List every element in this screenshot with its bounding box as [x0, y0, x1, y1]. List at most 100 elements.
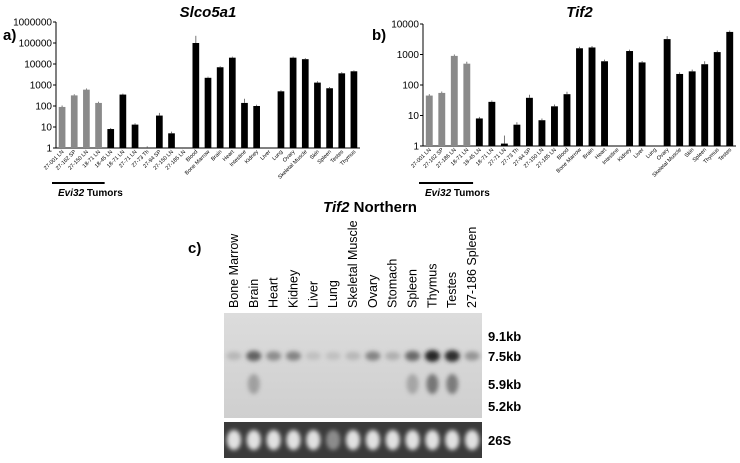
- band-7-5kb: [345, 351, 361, 361]
- band-7-5kb: [464, 351, 480, 361]
- bar: [156, 115, 163, 148]
- bar: [119, 94, 127, 148]
- bar: [326, 88, 333, 148]
- bar: [626, 51, 634, 146]
- y-tick-label: 10: [408, 111, 420, 122]
- x-tick-label: Liver: [633, 147, 646, 160]
- band-7-5kb: [385, 351, 401, 361]
- bar: [551, 106, 558, 146]
- size-marker: 5.9kb: [488, 377, 521, 392]
- x-tick-label: Kidney: [244, 149, 260, 165]
- band-26s: [385, 430, 400, 450]
- bar: [143, 148, 151, 149]
- bar: [289, 57, 297, 148]
- lane-label: Heart: [267, 277, 281, 308]
- y-tick-label: 1: [413, 142, 419, 153]
- band-smear: [426, 374, 439, 394]
- bar: [450, 55, 458, 147]
- x-tick-label: Brain: [210, 149, 223, 162]
- band-26s: [326, 430, 341, 450]
- x-tick-label: Liver: [260, 149, 273, 162]
- bar: [638, 62, 646, 146]
- band-26s: [246, 430, 261, 450]
- x-tick-label: Kidney: [617, 147, 633, 163]
- band-26s: [266, 430, 281, 450]
- bar: [241, 102, 248, 148]
- x-tick-label: Testes: [718, 147, 734, 163]
- x-tick-label: Spleen: [317, 149, 333, 165]
- lane-label: Brain: [247, 279, 261, 308]
- group-label: Evi32 Tumors: [425, 188, 490, 199]
- bar: [701, 64, 709, 146]
- bar: [58, 106, 66, 148]
- size-marker: 9.1kb: [488, 329, 521, 344]
- bar: [538, 120, 546, 146]
- band-26s: [405, 430, 420, 450]
- bar: [253, 106, 260, 148]
- bar: [601, 61, 608, 146]
- bar: [726, 31, 734, 146]
- bar: [338, 73, 346, 148]
- y-tick-label: 1000000: [13, 18, 52, 29]
- band-26s: [365, 430, 380, 450]
- bar: [576, 48, 583, 147]
- bar: [525, 97, 533, 146]
- x-tick-label: Brain: [582, 147, 595, 160]
- lane-label: Skeletal Muscle: [346, 220, 360, 308]
- y-tick-label: 100: [35, 102, 52, 113]
- band-26s: [226, 430, 242, 450]
- size-marker: 7.5kb: [488, 349, 521, 364]
- panel-label-a: a): [3, 27, 16, 44]
- band-smear: [446, 374, 459, 394]
- band-7-5kb: [305, 351, 321, 361]
- lane-label: Bone Marrow: [227, 233, 241, 308]
- bar: [131, 124, 139, 148]
- loading-control-label: 26S: [488, 433, 511, 448]
- band-7-5kb: [285, 351, 302, 361]
- band-7-5kb: [266, 351, 282, 361]
- band-26s: [464, 430, 480, 450]
- bar: [588, 47, 596, 146]
- bar: [350, 71, 358, 148]
- northern-title-gene: Tif2: [323, 199, 350, 216]
- x-tick-label: Skin: [309, 149, 321, 161]
- bar: [70, 95, 78, 148]
- bar: [192, 43, 200, 148]
- group-label: Evi32 Tumors: [58, 188, 123, 199]
- band-7-5kb: [424, 350, 440, 362]
- y-tick-label: 1000: [30, 81, 53, 92]
- bar: [83, 89, 90, 148]
- x-tick-label: Skin: [684, 147, 696, 159]
- lane-label: Testes: [445, 272, 459, 308]
- group-label-gene: Evi32: [58, 188, 85, 199]
- group-label-suffix: Tumors: [451, 188, 490, 199]
- bar: [663, 39, 671, 146]
- y-tick-label: 100: [402, 81, 419, 92]
- band-7-5kb: [404, 350, 421, 362]
- bar: [216, 67, 224, 148]
- bar: [425, 95, 433, 146]
- bar: [563, 94, 571, 146]
- y-tick-label: 10000: [391, 20, 419, 31]
- bar: [95, 102, 102, 148]
- bar: [713, 52, 721, 146]
- bar: [228, 57, 236, 148]
- y-tick-label: 100000: [19, 39, 53, 50]
- lane-label: Thymus: [425, 264, 439, 308]
- band-26s: [425, 430, 440, 450]
- group-label-suffix: Tumors: [84, 188, 123, 199]
- lane-label: Spleen: [406, 269, 420, 308]
- bar: [107, 129, 115, 148]
- size-marker: 5.2kb: [488, 399, 521, 414]
- lane-label: Lung: [326, 280, 340, 308]
- band-7-5kb: [325, 351, 341, 361]
- chart-a-slco5a1: Slco5a1110100100010000100000100000027-00…: [13, 4, 360, 199]
- y-tick-label: 10000: [24, 60, 52, 71]
- band-7-5kb: [246, 350, 262, 362]
- group-label-gene: Evi32: [425, 188, 452, 199]
- bar: [513, 124, 521, 146]
- chart-title: Slco5a1: [180, 4, 237, 21]
- panel-label-c: c): [188, 240, 201, 257]
- chart-title: Tif2: [566, 4, 593, 21]
